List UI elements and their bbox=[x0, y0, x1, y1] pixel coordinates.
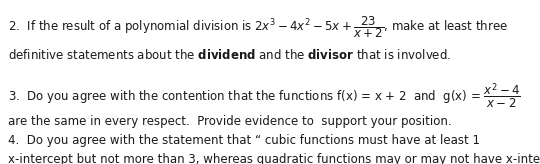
Text: definitive statements about the $\mathbf{dividend}$ and the $\mathbf{divisor}$ t: definitive statements about the $\mathbf… bbox=[8, 48, 451, 62]
Text: 2.  If the result of a polynomial division is $2x^3 - 4x^2 - 5x + \dfrac{23}{x+2: 2. If the result of a polynomial divisio… bbox=[8, 15, 508, 41]
Text: definitive statements about the: definitive statements about the bbox=[0, 163, 1, 164]
Text: x-intercept but not more than 3, whereas quadratic functions may or may not have: x-intercept but not more than 3, whereas… bbox=[8, 153, 540, 164]
Text: definitive statements about the ​dividend: definitive statements about the ​dividen… bbox=[8, 48, 251, 61]
Text: 3.  Do you agree with the contention that the functions f(x) = x + 2  and  g(x) : 3. Do you agree with the contention that… bbox=[8, 82, 521, 111]
Text: are the same in every respect.  Provide evidence to  support your position.: are the same in every respect. Provide e… bbox=[8, 115, 452, 128]
Text: 4.  Do you agree with the statement that “ cubic functions must have at least 1: 4. Do you agree with the statement that … bbox=[8, 134, 480, 147]
